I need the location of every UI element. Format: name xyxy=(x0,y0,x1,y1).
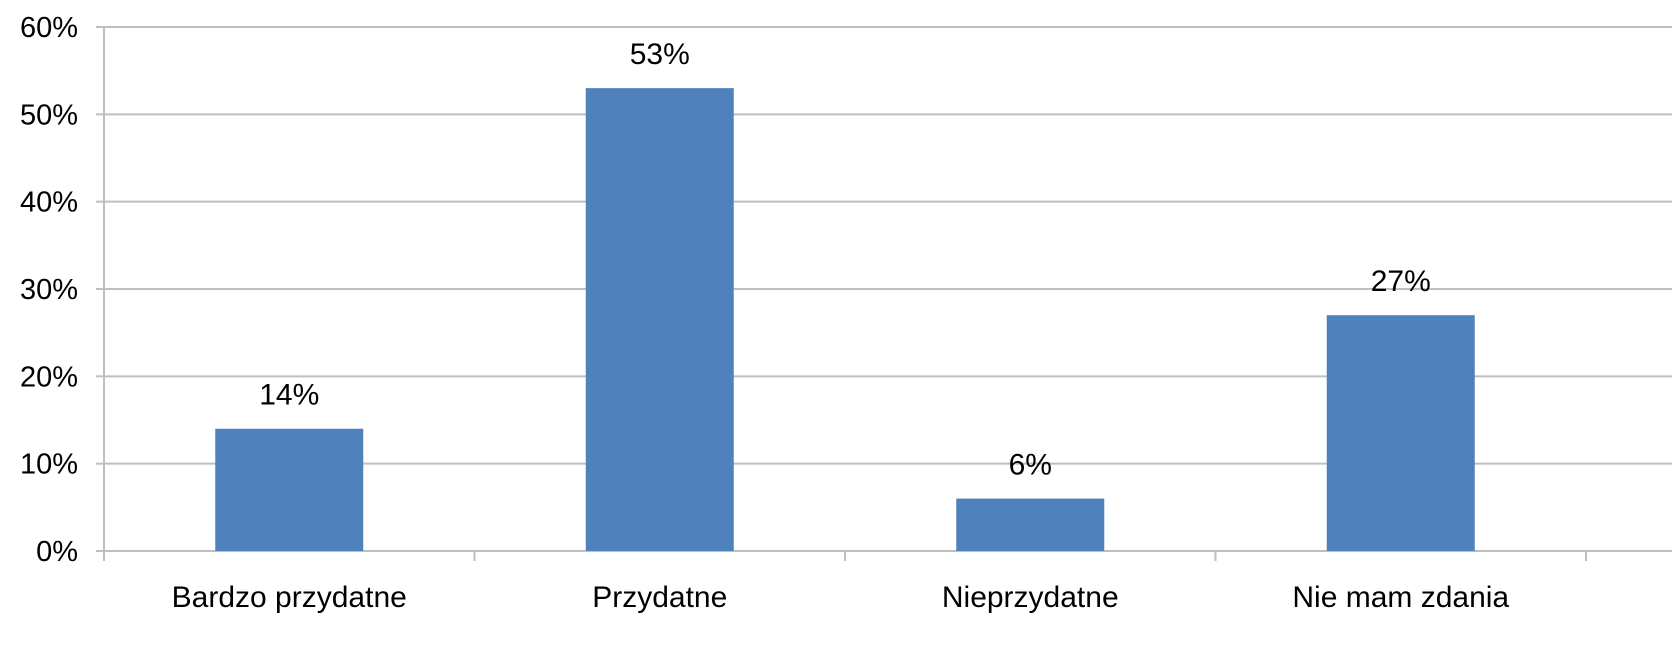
x-category-label: Przydatne xyxy=(592,581,727,614)
bar xyxy=(215,428,364,551)
x-category-label: Nie mam zdania xyxy=(1292,581,1509,614)
x-category-labels: Bardzo przydatne Przydatne Nieprzydatne Nie… xyxy=(172,581,1510,614)
y-tick-label: 10% xyxy=(20,449,78,481)
y-tick-label: 40% xyxy=(20,187,78,219)
data-label: 27% xyxy=(1371,265,1431,298)
data-label: 14% xyxy=(259,379,319,412)
x-category-label: Bardzo przydatne xyxy=(172,581,407,614)
y-tick-label: 60% xyxy=(20,12,78,44)
bars xyxy=(215,88,1475,551)
data-labels: 14% 53% 6% 27% xyxy=(259,38,1431,481)
y-tick-label: 20% xyxy=(20,361,78,393)
bar xyxy=(1326,315,1475,551)
y-tick-label: 30% xyxy=(20,274,78,306)
bar xyxy=(956,498,1105,551)
y-tick-label: 0% xyxy=(36,536,78,568)
x-category-label: Nieprzydatne xyxy=(942,581,1119,614)
data-label: 6% xyxy=(1009,449,1052,482)
data-label: 53% xyxy=(630,38,690,71)
bar xyxy=(585,88,734,551)
y-tick-labels: 0% 10% 20% 30% 40% 50% 60% xyxy=(20,12,78,568)
y-tick-label: 50% xyxy=(20,99,78,131)
